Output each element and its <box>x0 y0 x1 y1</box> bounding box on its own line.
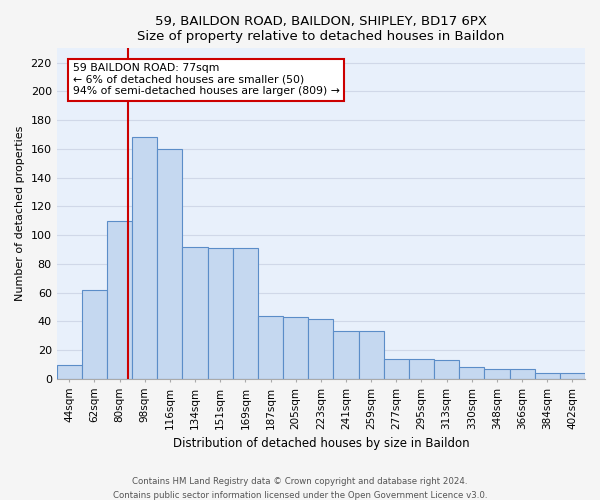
Bar <box>484 369 509 379</box>
X-axis label: Distribution of detached houses by size in Baildon: Distribution of detached houses by size … <box>173 437 469 450</box>
Bar <box>233 248 258 379</box>
Bar <box>359 332 384 379</box>
Bar <box>283 317 308 379</box>
Bar <box>409 359 434 379</box>
Bar <box>56 364 82 379</box>
Text: Contains HM Land Registry data © Crown copyright and database right 2024.
Contai: Contains HM Land Registry data © Crown c… <box>113 478 487 500</box>
Text: 59 BAILDON ROAD: 77sqm
← 6% of detached houses are smaller (50)
94% of semi-deta: 59 BAILDON ROAD: 77sqm ← 6% of detached … <box>73 63 340 96</box>
Bar <box>157 149 182 379</box>
Bar <box>132 138 157 379</box>
Bar <box>535 373 560 379</box>
Bar <box>308 318 334 379</box>
Y-axis label: Number of detached properties: Number of detached properties <box>15 126 25 302</box>
Bar <box>82 290 107 379</box>
Bar <box>434 360 459 379</box>
Bar <box>459 368 484 379</box>
Title: 59, BAILDON ROAD, BAILDON, SHIPLEY, BD17 6PX
Size of property relative to detach: 59, BAILDON ROAD, BAILDON, SHIPLEY, BD17… <box>137 15 505 43</box>
Bar <box>384 359 409 379</box>
Bar <box>334 332 359 379</box>
Bar <box>509 369 535 379</box>
Bar <box>107 221 132 379</box>
Bar <box>258 316 283 379</box>
Bar <box>560 373 585 379</box>
Bar <box>182 246 208 379</box>
Bar <box>208 248 233 379</box>
